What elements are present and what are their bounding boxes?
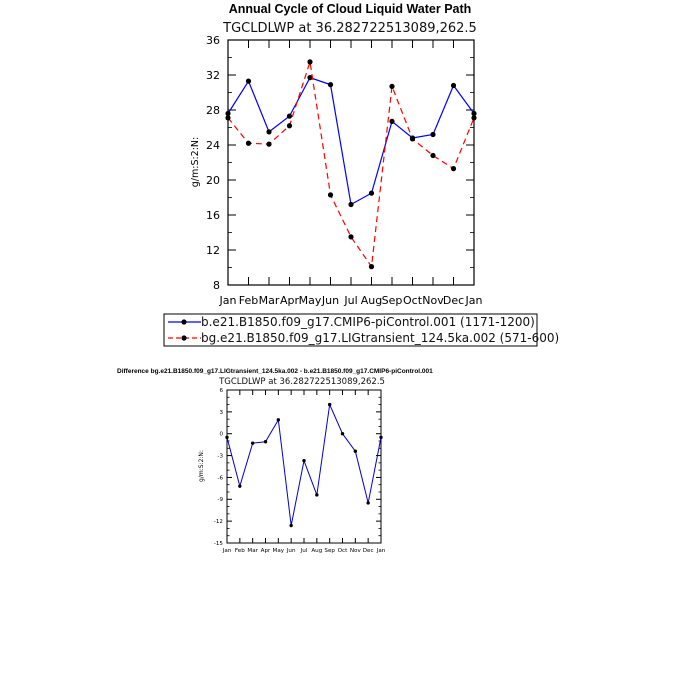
x-tick-label: Jan: [219, 294, 237, 307]
series-2-point: [225, 115, 231, 121]
x-tick-label: Mar: [247, 548, 258, 554]
series-1-point: [302, 458, 306, 463]
difference-chart-title: Difference bg.e21.B1850.f09_g17.LIGtrans…: [117, 368, 433, 375]
x-tick-label: Oct: [403, 294, 423, 307]
difference-chart-frame: [226, 389, 382, 544]
series-2-point: [307, 59, 313, 65]
x-tick-label: Nov: [350, 548, 362, 554]
y-tick-label: 6: [219, 388, 223, 394]
x-tick-label: May: [299, 294, 322, 307]
series-1-point: [340, 432, 345, 436]
legend-marker-series-2: [181, 335, 187, 341]
series-1-point: [307, 75, 313, 81]
y-tick-label: 3: [219, 410, 223, 416]
series-1-point: [430, 131, 436, 138]
x-tick-label: Apr: [280, 294, 300, 307]
y-tick-label: 12: [206, 244, 220, 257]
y-tick-label: -9: [217, 497, 223, 503]
difference-chart: Difference bg.e21.B1850.f09_g17.LIGtrans…: [117, 368, 433, 554]
x-tick-label: Feb: [235, 548, 245, 554]
x-tick-label: Aug: [311, 548, 322, 554]
difference-chart-subtitle: TGCLDLWP at 36.282722513089,262.5: [218, 377, 385, 387]
y-tick-label: -6: [217, 475, 223, 481]
difference-chart-ylabel: g/m:S:2:N:: [198, 450, 205, 482]
main-chart-ylabel: g/m:S:2:N:: [190, 137, 201, 187]
series-1-point: [366, 501, 370, 505]
series-1-point: [450, 82, 457, 89]
series-1-point: [225, 435, 229, 440]
x-tick-label: Apr: [261, 548, 271, 554]
series-1-point: [276, 418, 281, 422]
series-2-point: [245, 140, 252, 146]
y-tick-label: -3: [217, 454, 223, 460]
x-tick-label: Jun: [286, 548, 296, 554]
main-chart-title: Annual Cycle of Cloud Liquid Water Path: [229, 2, 472, 16]
series-line-1: [226, 402, 382, 526]
x-tick-label: Mar: [259, 294, 280, 307]
legend-marker-series-1: [181, 319, 187, 325]
y-tick-label: 20: [206, 174, 220, 187]
x-tick-label: Sep: [324, 548, 335, 554]
main-chart-frame: [227, 39, 475, 286]
x-tick-label: Jul: [300, 548, 308, 554]
series-2-point: [266, 141, 272, 147]
x-tick-label: Jan: [222, 548, 232, 554]
series-1-point: [250, 441, 255, 445]
series-1-point: [327, 82, 334, 88]
x-tick-label: Dec: [443, 294, 464, 307]
series-1-point: [368, 190, 375, 196]
y-tick-label: 32: [206, 69, 220, 82]
series-1-point: [225, 110, 231, 117]
y-tick-label: 8: [213, 279, 220, 292]
series-1-point: [348, 201, 354, 208]
series-2-point: [327, 192, 334, 198]
series-2-point: [409, 136, 416, 142]
x-tick-label: Feb: [239, 294, 258, 307]
x-tick-label: Sep: [382, 294, 403, 307]
series-line-1: [227, 76, 475, 206]
series-1-point: [286, 113, 293, 119]
legend-box: [163, 313, 538, 347]
x-tick-label: Jul: [343, 294, 357, 307]
legend-label-series-1: b.e21.B1850.f09_g17.CMIP6-piControl.001 …: [201, 315, 535, 329]
x-tick-label: Dec: [363, 548, 374, 554]
series-1-point: [353, 449, 358, 453]
series-2-point: [286, 123, 293, 129]
x-tick-label: Jan: [376, 548, 386, 554]
series-1-point: [389, 118, 395, 124]
series-1-point: [471, 110, 477, 117]
main-chart-legend: b.e21.B1850.f09_g17.CMIP6-piControl.001 …: [163, 313, 559, 347]
y-tick-label: -12: [214, 519, 223, 525]
y-tick-label: -15: [214, 541, 224, 547]
series-1-point: [245, 78, 252, 84]
legend-label-series-2: bg.e21.B1850.f09_g17.LIGtransient_124.5k…: [201, 331, 559, 345]
series-2-point: [368, 264, 375, 270]
series-1-point: [289, 523, 293, 528]
y-tick-label: 28: [206, 104, 220, 117]
series-2-point: [348, 234, 354, 240]
y-tick-label: 36: [206, 34, 220, 47]
series-1-point: [266, 129, 272, 135]
series-1-point: [327, 402, 332, 407]
series-2-point: [389, 83, 395, 89]
x-tick-label: May: [273, 548, 285, 554]
x-tick-label: Jan: [465, 294, 483, 307]
y-tick-label: 0: [219, 432, 223, 438]
series-2-point: [450, 166, 457, 172]
series-1-point: [238, 484, 242, 488]
y-tick-label: 24: [206, 139, 220, 152]
x-tick-label: Oct: [338, 548, 348, 554]
x-tick-label: Nov: [422, 294, 444, 307]
series-1-point: [263, 440, 268, 444]
y-tick-label: 16: [206, 209, 220, 222]
x-tick-label: Jun: [321, 294, 339, 307]
main-chart-subtitle: TGCLDLWP at 36.282722513089,262.5: [222, 21, 477, 36]
main-chart: Annual Cycle of Cloud Liquid Water Path …: [163, 2, 559, 347]
series-2-point: [471, 115, 477, 121]
series-1-point: [315, 493, 319, 497]
series-1-point: [379, 435, 383, 440]
series-2-point: [430, 152, 436, 159]
x-tick-label: Aug: [361, 294, 382, 307]
